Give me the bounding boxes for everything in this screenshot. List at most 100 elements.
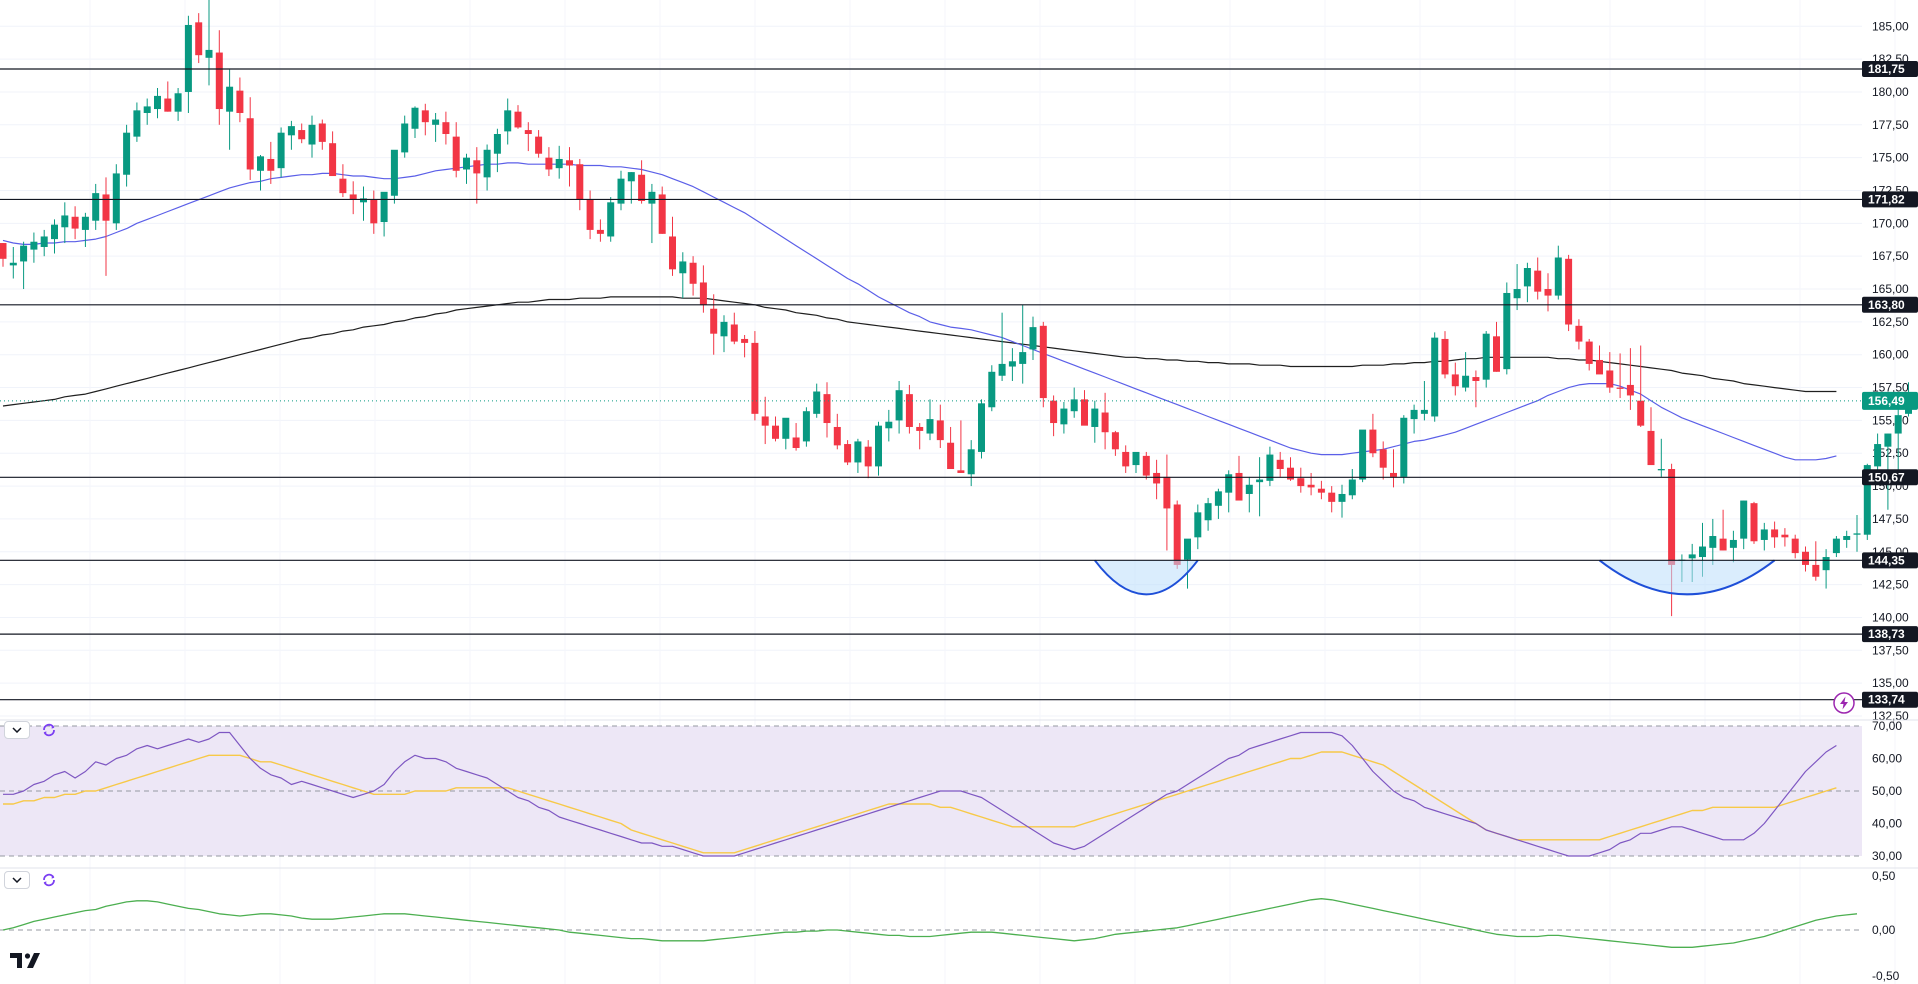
candle-body — [184, 24, 192, 92]
candle — [1390, 449, 1397, 488]
candle-body — [967, 449, 975, 475]
candle — [1060, 402, 1068, 434]
candle — [1596, 345, 1603, 375]
candle-body — [267, 158, 275, 171]
rsi-collapse-button[interactable] — [4, 721, 30, 739]
candle — [1359, 429, 1367, 483]
candle-body — [1081, 399, 1088, 426]
candle — [1317, 480, 1325, 500]
candle — [1091, 400, 1099, 443]
candle — [854, 438, 862, 473]
candle-body — [287, 126, 295, 136]
candle — [1493, 321, 1500, 372]
candle-body — [607, 202, 615, 237]
candle-body — [1173, 504, 1181, 565]
candle-body — [1585, 341, 1593, 364]
candle — [71, 206, 79, 240]
candle — [1534, 257, 1542, 300]
candle-body — [1390, 472, 1397, 477]
oscillator-collapse-button[interactable] — [4, 871, 30, 889]
candle-body — [617, 178, 625, 204]
osc-tick-label: 0,00 — [1872, 923, 1896, 937]
candle — [596, 219, 604, 242]
candle-body — [1153, 472, 1161, 484]
candle-body — [1317, 488, 1325, 493]
candle-body — [947, 442, 955, 470]
candle-body — [318, 123, 326, 142]
candle-body — [1523, 268, 1531, 287]
level-tag — [1862, 469, 1918, 486]
candle-body — [545, 157, 553, 170]
candle — [1606, 352, 1614, 393]
candle-body — [1348, 479, 1356, 496]
candle-body — [988, 371, 996, 408]
candle — [947, 426, 955, 470]
candle-body — [627, 172, 635, 182]
candle-body — [772, 425, 779, 439]
candle — [761, 396, 769, 445]
candle — [1132, 451, 1140, 473]
chevron-down-icon — [12, 877, 22, 883]
candle-body — [586, 199, 594, 230]
candle — [226, 69, 234, 150]
candle-body — [452, 136, 460, 171]
candle-body — [1225, 474, 1233, 493]
candle-body — [844, 444, 852, 463]
candle-body — [823, 394, 831, 424]
candle-body — [390, 149, 398, 196]
candle — [545, 147, 553, 177]
candle-body — [679, 261, 687, 274]
candle-body — [473, 160, 481, 174]
candle-body — [1194, 512, 1202, 538]
candle — [370, 190, 378, 234]
candle-body — [51, 224, 58, 240]
candle-body — [875, 425, 882, 467]
candle-body — [1822, 557, 1830, 571]
candle — [658, 186, 666, 234]
candle-body — [154, 95, 161, 110]
candle — [638, 160, 646, 204]
candle — [998, 312, 1006, 381]
candle-body — [751, 342, 759, 414]
level-tag — [1862, 691, 1918, 708]
candle — [102, 177, 110, 276]
candle — [1462, 352, 1470, 392]
candle — [92, 183, 100, 230]
candle-body — [71, 216, 79, 229]
candle — [1719, 509, 1727, 551]
candle — [257, 155, 264, 191]
candle — [360, 186, 367, 221]
candle-body — [370, 199, 378, 224]
candle — [195, 13, 203, 64]
candle-body — [1616, 387, 1624, 389]
candle-body — [1802, 551, 1809, 565]
price-tick-label: 135,00 — [1872, 676, 1909, 690]
candle — [1111, 430, 1119, 456]
candle-body — [205, 49, 213, 58]
candle — [493, 128, 501, 173]
candle — [1513, 264, 1521, 311]
candle-body — [246, 118, 254, 170]
candle — [483, 144, 491, 191]
rsi-sync-icon[interactable] — [40, 721, 58, 739]
candle-body — [112, 173, 120, 224]
candle-body — [802, 411, 810, 442]
candle-body — [1843, 536, 1851, 540]
candle-body — [442, 122, 450, 135]
oscillator-sync-icon[interactable] — [40, 871, 58, 889]
price-tick-label: 160,00 — [1872, 348, 1909, 362]
candle — [1008, 348, 1016, 381]
candle-body — [9, 262, 17, 266]
candle-body — [555, 158, 563, 169]
candle — [277, 127, 285, 178]
candle — [1616, 353, 1624, 399]
candle-body — [1287, 467, 1294, 480]
candle-body — [463, 157, 470, 170]
candle — [1328, 486, 1336, 513]
candle — [617, 170, 625, 211]
candle-body — [1328, 492, 1336, 502]
level-tag — [1862, 60, 1918, 77]
candle-body — [638, 174, 646, 202]
lightning-icon[interactable] — [1833, 692, 1855, 714]
